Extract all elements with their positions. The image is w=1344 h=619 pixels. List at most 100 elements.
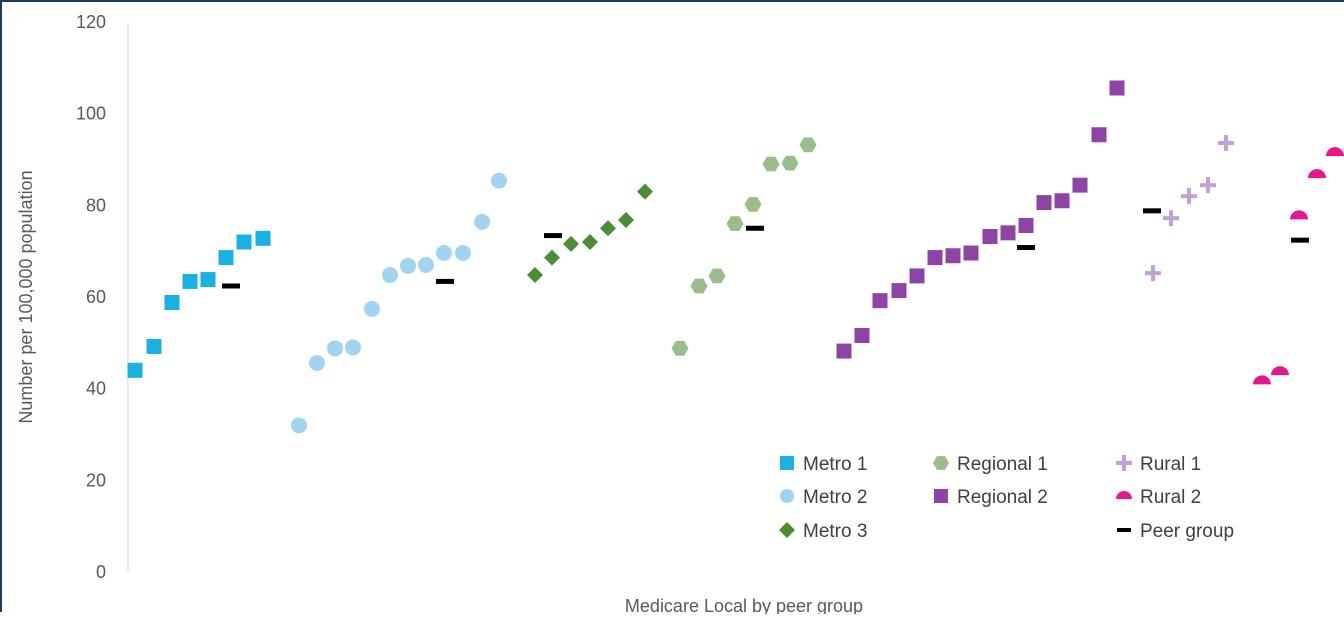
peer-group-point — [746, 226, 764, 231]
peer-group-point — [1291, 238, 1309, 243]
y-tick-label: 100 — [76, 104, 106, 124]
regional-2-point — [873, 293, 888, 308]
legend-label: Metro 1 — [803, 454, 867, 475]
regional-2-point — [837, 344, 852, 359]
legend-label: Metro 2 — [803, 487, 867, 508]
regional-1-point — [782, 156, 799, 171]
legend-marker — [1116, 491, 1132, 499]
regional-2-point — [1037, 195, 1052, 210]
metro-3-point — [582, 234, 598, 250]
legend-label: Regional 2 — [957, 487, 1048, 508]
regional-1-point — [691, 279, 708, 294]
peer-group-point — [544, 233, 562, 238]
metro-2-point — [291, 417, 307, 433]
metro-2-point — [436, 245, 452, 261]
legend-label: Rural 1 — [1140, 454, 1201, 475]
metro-3-point — [563, 236, 579, 252]
rural-1-point — [1200, 177, 1216, 193]
legend-marker — [780, 489, 794, 503]
legend-item-peer-group: Peer group — [1117, 521, 1234, 542]
metro-2-point — [309, 355, 325, 371]
metro-1-point — [219, 250, 234, 265]
metro-3-point — [637, 184, 653, 200]
legend-item-metro-1: Metro 1 — [780, 454, 867, 475]
regional-2-point — [1055, 193, 1070, 208]
rural-2-point — [1271, 366, 1289, 375]
metro-1-point — [256, 231, 271, 246]
regional-1-point — [763, 157, 780, 172]
y-tick-label: 20 — [86, 470, 106, 490]
x-axis-title: Medicare Local by peer group — [625, 596, 863, 614]
regional-2-point — [964, 246, 979, 261]
peer-group-point — [1143, 208, 1161, 213]
legend-item-rural-1: Rural 1 — [1116, 454, 1201, 475]
metro-3-point — [527, 267, 543, 283]
legend-item-metro-3: Metro 3 — [779, 521, 867, 542]
metro-2-point — [474, 214, 490, 230]
peer-group-point — [1017, 245, 1035, 250]
legend-marker — [1116, 455, 1132, 471]
rural-1-point — [1181, 188, 1197, 204]
metro-3-point — [618, 212, 634, 228]
regional-2-point — [1110, 81, 1125, 96]
regional-2-point — [1001, 225, 1016, 240]
rural-2-point — [1326, 147, 1344, 156]
rural-2-point — [1253, 375, 1271, 384]
legend-marker — [1117, 528, 1131, 532]
regional-1-point — [745, 197, 762, 212]
rural-1-point — [1163, 210, 1179, 226]
legend-item-metro-2: Metro 2 — [780, 487, 867, 508]
metro-2-point — [400, 258, 416, 274]
metro-2-point — [327, 340, 343, 356]
legend-item-regional-1: Regional 1 — [933, 454, 1048, 475]
regional-1-point — [709, 269, 726, 284]
metro-2-point — [345, 339, 361, 355]
metro-2-point — [382, 267, 398, 283]
legend-item-regional-2: Regional 2 — [934, 487, 1048, 508]
regional-2-point — [1092, 127, 1107, 142]
metro-1-point — [237, 235, 252, 250]
rural-1-point — [1145, 265, 1161, 281]
y-axis-title: Number per 100,000 population — [16, 170, 36, 423]
metro-2-point — [418, 257, 434, 273]
legend-label: Regional 1 — [957, 454, 1048, 475]
y-tick-label: 40 — [86, 379, 106, 399]
metro-1-point — [201, 272, 216, 287]
regional-2-point — [910, 268, 925, 283]
metro-1-point — [128, 363, 143, 378]
metro-3-point — [600, 220, 616, 236]
legend-marker — [934, 489, 948, 503]
y-tick-label: 0 — [96, 562, 106, 582]
rural-2-point — [1290, 210, 1308, 219]
y-tick-label: 60 — [86, 287, 106, 307]
legend-label: Rural 2 — [1140, 487, 1201, 508]
peer-group-point — [436, 279, 454, 284]
regional-2-point — [1019, 218, 1034, 233]
regional-2-point — [892, 283, 907, 298]
legend-marker — [779, 522, 795, 538]
rural-2-point — [1308, 169, 1326, 178]
metro-1-point — [147, 339, 162, 354]
regional-1-point — [672, 341, 689, 356]
metro-2-point — [364, 301, 380, 317]
y-tick-label: 120 — [76, 12, 106, 32]
regional-2-point — [1073, 178, 1088, 193]
legend-label: Metro 3 — [803, 521, 867, 542]
regional-2-point — [983, 229, 998, 244]
legend-label: Peer group — [1140, 521, 1234, 542]
metro-1-point — [165, 295, 180, 310]
regional-2-point — [946, 248, 961, 263]
metro-2-point — [455, 245, 471, 261]
regional-2-point — [928, 250, 943, 265]
legend-marker — [780, 456, 794, 470]
data-points — [128, 81, 1344, 434]
regional-1-point — [727, 216, 744, 231]
regional-1-point — [800, 138, 817, 153]
regional-2-point — [855, 328, 870, 343]
metro-1-point — [183, 274, 198, 289]
metro-2-point — [491, 173, 507, 189]
legend: Metro 1 Metro 2 Metro 3 Regional 1 Regional … — [779, 454, 1234, 542]
